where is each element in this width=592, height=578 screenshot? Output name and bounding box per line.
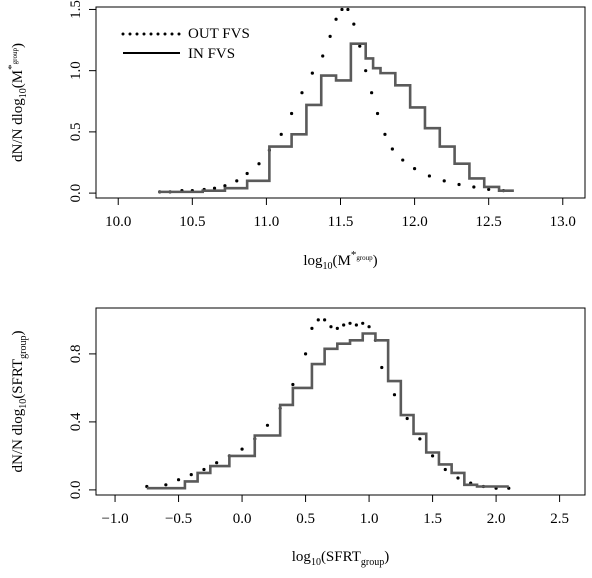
data-point-out-fvs [176, 478, 181, 482]
legend-label-in-fvs: IN FVS [188, 46, 235, 62]
legend: OUT FVS IN FVS [121, 26, 250, 62]
x-tick-label-mass: 12.0 [401, 214, 427, 230]
data-point-out-fvs [328, 34, 332, 38]
data-point-out-fvs [487, 187, 491, 192]
data-point-out-fvs [257, 162, 261, 166]
x-tick-label-mass: 10.0 [105, 214, 131, 230]
data-point-out-fvs [375, 111, 380, 116]
chart-panel-mass: 10.0 10.5 11.0 11.5 12.0 12.5 13.0 0.0 0.5 1.0 1.5… [6, 0, 586, 272]
y-axis-label-mass: dN/N dlog10(M*group) [6, 43, 29, 162]
data-point-out-fvs [364, 69, 368, 73]
x-tick-label-sfrt: 2.0 [487, 511, 506, 527]
data-point-out-fvs [300, 91, 304, 95]
x-tick-label-mass: 12.5 [476, 214, 502, 230]
data-point-out-fvs [342, 323, 346, 327]
data-point-out-fvs [358, 44, 362, 48]
x-tick-label-sfrt: −1.0 [101, 511, 128, 527]
data-point-out-fvs [472, 185, 476, 189]
data-point-out-fvs [380, 365, 384, 370]
data-point-out-fvs [412, 167, 417, 171]
data-point-out-fvs [329, 325, 333, 329]
data-point-out-fvs [235, 179, 239, 183]
x-axis-label-mass: log10(M*group) [303, 249, 377, 272]
data-point-out-fvs [405, 416, 409, 421]
x-tick-label-mass: 11.5 [328, 214, 354, 230]
data-point-out-fvs [202, 467, 206, 472]
data-point-out-fvs [303, 352, 308, 356]
data-point-out-fvs [279, 132, 283, 136]
y-tick-label-sfrt: 0.0 [68, 481, 84, 500]
y-tick-label-mass: 0.0 [68, 184, 84, 203]
data-point-out-fvs [310, 326, 314, 330]
x-tick-label-sfrt: 1.5 [423, 511, 442, 527]
y-tick-label-sfrt: 0.8 [68, 345, 84, 364]
series-line-in-fvs-sfrt [146, 332, 509, 490]
y-tick-label-mass: 1.5 [68, 0, 84, 19]
data-point-out-fvs [291, 382, 295, 387]
data-point-out-fvs [240, 447, 244, 451]
data-point-out-fvs [418, 437, 422, 441]
x-tick-label-mass: 11.0 [254, 214, 280, 230]
data-point-out-fvs [361, 321, 365, 325]
data-point-out-fvs [321, 54, 325, 58]
data-point-out-fvs [223, 184, 227, 188]
data-point-out-fvs [340, 7, 344, 12]
data-point-out-fvs [189, 473, 193, 477]
data-point-out-fvs [215, 461, 219, 465]
data-point-out-fvs [290, 111, 294, 116]
data-point-out-fvs [354, 323, 358, 327]
data-point-out-fvs [456, 476, 460, 480]
data-point-out-fvs [323, 318, 327, 322]
data-point-out-fvs [212, 186, 217, 190]
y-axis-label-sfrt: dN/N dlog10(SFRTgroup) [10, 330, 29, 472]
plot-frame-mass [95, 6, 586, 199]
x-tick-label-sfrt: 2.5 [550, 511, 569, 527]
data-point-out-fvs [346, 7, 350, 12]
series-line-in-fvs-mass [158, 42, 514, 194]
y-tick-label-mass: 1.0 [68, 61, 84, 80]
data-point-out-fvs [427, 174, 432, 178]
data-point-out-fvs [370, 91, 374, 95]
data-point-out-fvs [383, 132, 387, 136]
x-tick-label-sfrt: 0.0 [233, 511, 252, 527]
x-tick-label-sfrt: 0.5 [296, 511, 315, 527]
x-axis-label-sfrt: log10(SFRTgroup) [292, 549, 389, 568]
data-point-out-fvs [401, 158, 405, 162]
data-point-out-fvs [392, 393, 397, 397]
data-point-out-fvs [457, 182, 461, 187]
data-point-out-fvs [367, 325, 371, 329]
data-point-out-fvs [442, 179, 446, 183]
data-point-out-fvs [310, 71, 314, 75]
data-point-out-fvs [443, 467, 447, 472]
data-point-out-fvs [430, 454, 435, 458]
chart-panel-sfrt: −1.0 −0.5 0.0 0.5 1.0 1.5 2.0 2.5 0.0 0.4 0.8 log10… [10, 307, 586, 568]
data-point-out-fvs [265, 423, 270, 427]
data-point-out-fvs [335, 326, 339, 330]
data-point-out-fvs [245, 171, 249, 176]
legend-label-out-fvs: OUT FVS [188, 26, 250, 42]
series-points-out-fvs-sfrt [145, 318, 511, 490]
x-tick-label-mass: 10.5 [179, 214, 205, 230]
data-point-out-fvs [352, 22, 356, 26]
data-point-out-fvs [348, 321, 352, 325]
x-tick-label-sfrt: 1.0 [360, 511, 379, 527]
data-point-out-fvs [390, 147, 394, 151]
x-tick-label-sfrt: −0.5 [165, 511, 192, 527]
y-tick-label-sfrt: 0.4 [68, 412, 84, 431]
x-tick-label-mass: 13.0 [550, 214, 576, 230]
y-tick-label-mass: 0.5 [68, 123, 84, 142]
data-point-out-fvs [164, 483, 168, 487]
plot-frame-sfrt [95, 307, 586, 496]
data-point-out-fvs [316, 318, 320, 322]
data-point-out-fvs [334, 17, 338, 21]
